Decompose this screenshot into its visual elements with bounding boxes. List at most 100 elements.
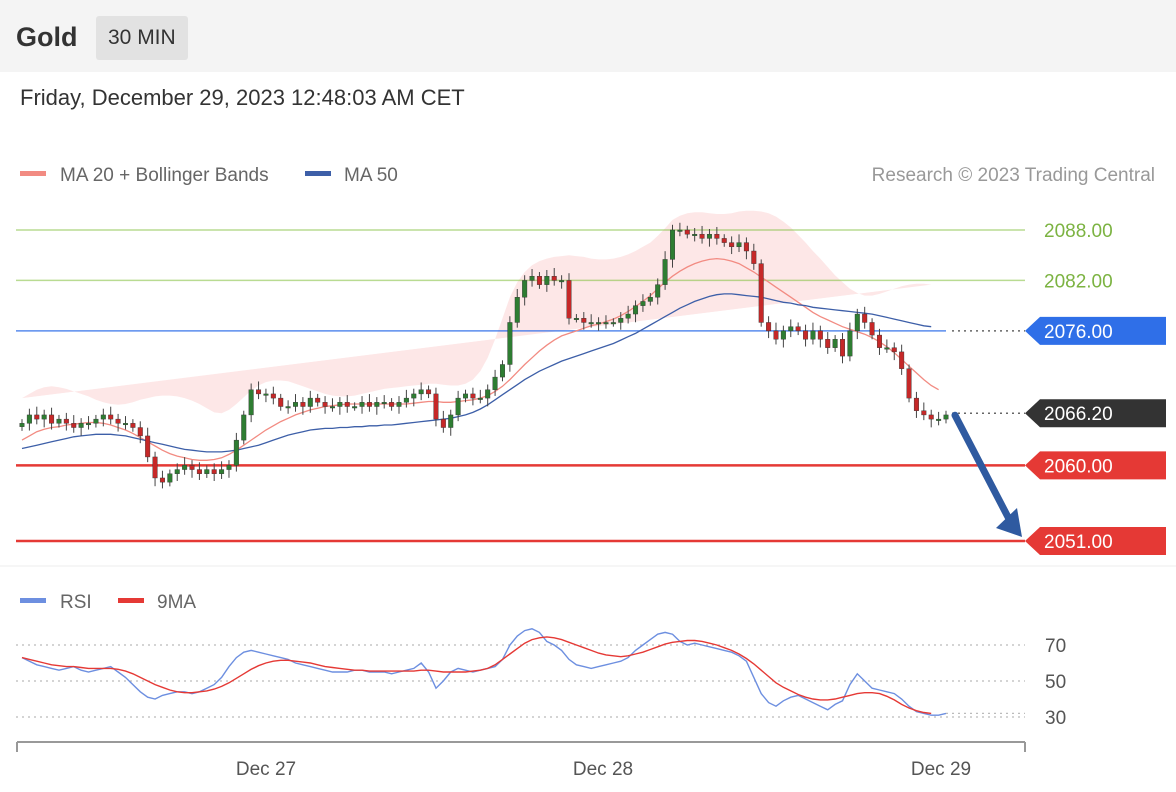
candle-body [913, 397, 919, 411]
candle [389, 398, 395, 411]
candle [943, 410, 949, 424]
candle [817, 325, 823, 348]
candle [204, 465, 210, 478]
candle-body [825, 339, 831, 348]
candle [219, 461, 225, 479]
candle-body [677, 229, 683, 232]
copyright-label: Research © 2023 Trading Central [872, 165, 1155, 186]
candle [633, 300, 639, 323]
candle-body [455, 397, 461, 416]
candle [182, 457, 188, 475]
candle-body [507, 322, 513, 365]
candle [263, 388, 269, 403]
candle-body [773, 330, 779, 340]
candle-body [573, 318, 579, 320]
timeframe-badge[interactable]: 30 MIN [96, 16, 188, 60]
candle [559, 275, 565, 289]
candle-body [78, 423, 84, 428]
candle [440, 410, 446, 433]
candle-body [248, 389, 254, 416]
candle-body [662, 259, 668, 285]
candle-body [751, 250, 757, 264]
candle-body [640, 301, 646, 306]
candle [662, 251, 668, 290]
candle-body [71, 423, 77, 428]
rsi-9ma-line [21, 636, 932, 715]
candle-body [795, 326, 801, 332]
candle [403, 389, 409, 408]
candle [810, 322, 816, 345]
candle-body [566, 280, 572, 319]
candle [293, 394, 298, 412]
candle [684, 225, 690, 239]
candle-body [352, 406, 358, 409]
candle [463, 389, 469, 403]
candle [625, 305, 631, 324]
candle [285, 400, 291, 414]
candle-body [862, 313, 868, 323]
candle [766, 316, 772, 339]
candle-body [788, 326, 794, 332]
candle-body [196, 469, 202, 474]
candle-body [322, 402, 328, 407]
candle-body [736, 242, 742, 248]
candle-body [692, 234, 698, 236]
candle-body [928, 414, 934, 420]
candle-body [906, 368, 912, 399]
candle [544, 270, 550, 292]
candle-body [93, 418, 99, 424]
candle-body [810, 330, 816, 340]
candle [470, 387, 476, 406]
candle [869, 318, 875, 340]
candle-body [492, 376, 498, 390]
candle [41, 409, 47, 428]
candle [307, 390, 313, 413]
candle [196, 462, 202, 480]
rsi-legend-swatch [20, 598, 46, 603]
candle [906, 364, 912, 403]
candle-body [721, 238, 727, 243]
candle-body [300, 402, 306, 407]
candle-body [544, 276, 550, 285]
x-axis: Dec 27 Dec 28 Dec 29 [16, 741, 1026, 780]
candle [337, 397, 343, 415]
candle-body [263, 393, 269, 396]
bollinger-band [22, 210, 932, 414]
candle [344, 395, 350, 413]
candle-body [610, 322, 616, 325]
candle-body [463, 393, 469, 399]
rsi-legend-label: RSI [60, 592, 92, 613]
candle-body [588, 322, 594, 325]
candle-body [182, 465, 188, 470]
candle-body [381, 402, 387, 405]
candle-body [618, 318, 624, 323]
x-tick-dec-27: Dec 27 [236, 759, 296, 780]
candle-body [884, 347, 890, 350]
candle-body [655, 284, 661, 298]
candle [647, 293, 653, 306]
candle-body [211, 469, 217, 474]
candle-body [603, 322, 609, 325]
candle-body [374, 402, 380, 407]
candle [108, 406, 114, 425]
candle-body [389, 402, 395, 407]
candle [56, 414, 62, 428]
candle-body [233, 439, 239, 466]
candle [692, 227, 698, 242]
candle [278, 393, 284, 411]
candle-body [766, 322, 772, 332]
candle [63, 412, 69, 431]
candle-body [514, 297, 520, 323]
candle [26, 408, 32, 431]
candle-body [307, 397, 313, 407]
rsi-line [21, 628, 947, 716]
candle-body [219, 469, 225, 474]
candle-body [536, 276, 542, 285]
candle [529, 269, 535, 287]
candle [751, 243, 757, 270]
candle [603, 315, 609, 329]
candle-body [34, 414, 40, 420]
candle-body [26, 414, 32, 424]
candle-body [366, 402, 372, 407]
